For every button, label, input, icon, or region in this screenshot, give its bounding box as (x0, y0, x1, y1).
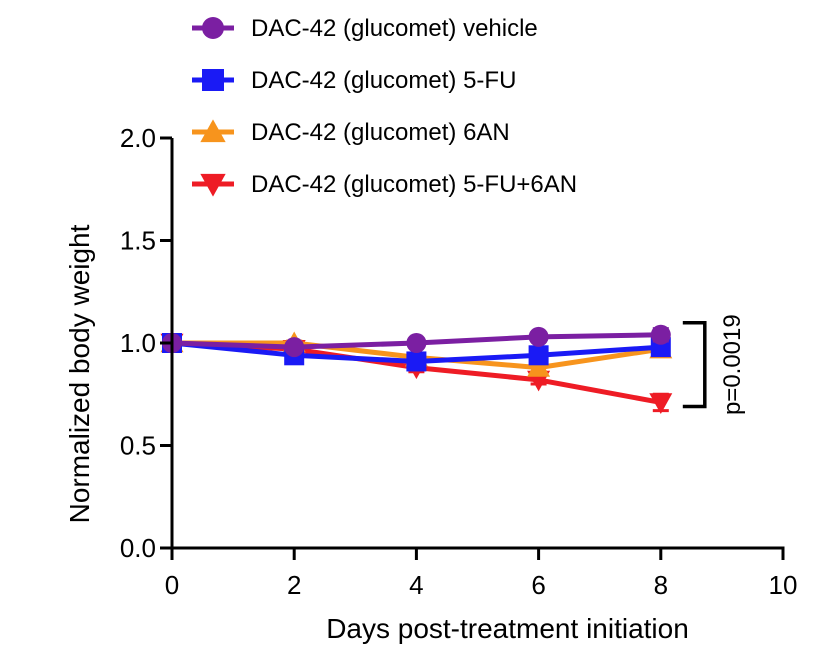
legend-marker (202, 69, 224, 91)
p-value-label: p=0.0019 (719, 314, 746, 415)
x-tick-label: 10 (769, 570, 798, 600)
significance-bracket (682, 321, 707, 409)
legend-entry: DAC-42 (glucomet) 6AN (192, 119, 510, 146)
legend-label: DAC-42 (glucomet) 5-FU (251, 67, 516, 94)
series-1 (162, 324, 671, 358)
x-tick-label: 6 (531, 570, 545, 600)
legend-marker (200, 119, 226, 143)
data-point (527, 356, 551, 377)
x-tick-label: 0 (165, 570, 179, 600)
y-tick-label: 2.0 (120, 123, 156, 153)
x-axis-title: Days post-treatment initiation (326, 613, 689, 644)
legend: DAC-42 (glucomet) vehicle DAC-42 (glucome… (192, 15, 577, 198)
data-point (406, 333, 427, 353)
y-tick-label: 0.0 (120, 533, 156, 563)
data-point (528, 326, 549, 347)
legend-label: DAC-42 (glucomet) 6AN (251, 119, 510, 146)
legend-entry: DAC-42 (glucomet) 5-FU (192, 67, 516, 94)
data-point (406, 351, 427, 372)
data-point (649, 393, 673, 414)
data-point (528, 345, 549, 366)
data-point (284, 337, 305, 358)
x-tick-label: 8 (654, 570, 668, 600)
axes: 0.0 0.5 1.0 1.5 2.0 0 2 4 6 8 10 Days post-treatmen… (64, 123, 797, 644)
legend-entry: DAC-42 (glucomet) vehicle (192, 15, 538, 42)
legend-label: DAC-42 (glucomet) vehicle (251, 15, 538, 42)
y-tick-label: 0.5 (120, 431, 156, 461)
legend-marker (200, 173, 226, 197)
legend-entry: DAC-42 (glucomet) 5-FU+6AN (192, 171, 577, 198)
annotations: p=0.0019 (682, 314, 746, 415)
legend-label: DAC-42 (glucomet) 5-FU+6AN (251, 171, 577, 198)
y-tick-label: 1.5 (120, 226, 156, 256)
x-tick-label: 2 (287, 570, 301, 600)
y-tick-label: 1.0 (120, 328, 156, 358)
data-point (650, 324, 671, 345)
y-axis-title: Normalized body weight (64, 224, 95, 523)
plot-marks (160, 324, 673, 414)
legend-marker (202, 17, 224, 39)
x-tick-label: 4 (409, 570, 423, 600)
